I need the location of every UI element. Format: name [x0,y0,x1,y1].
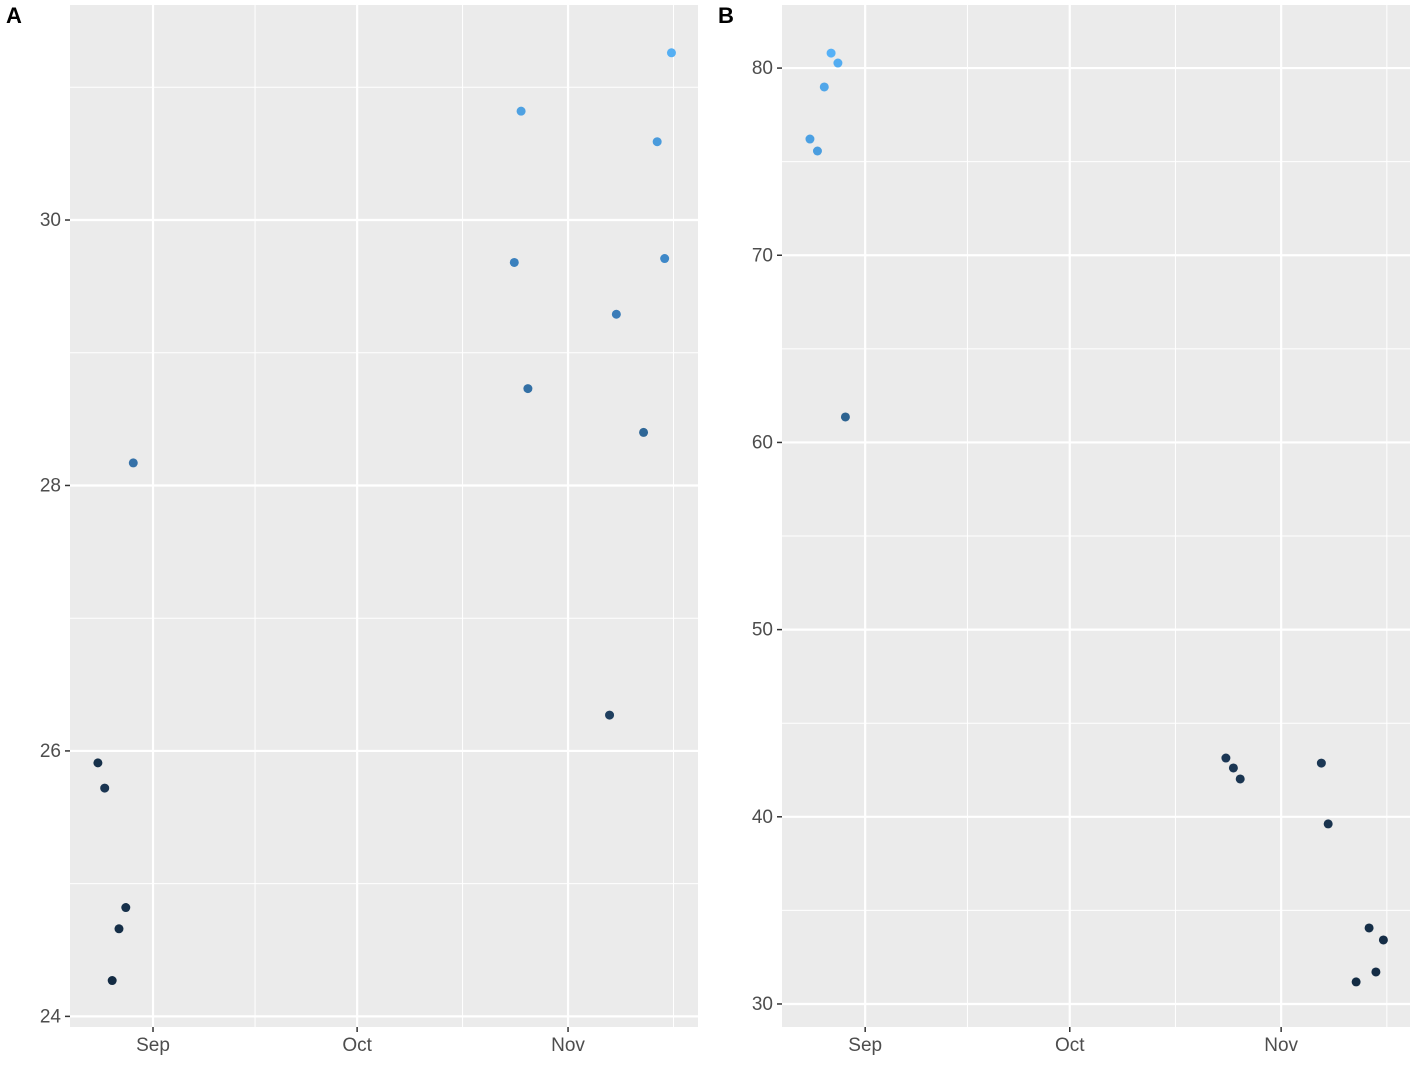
y-tick-label: 80 [752,58,773,79]
point [812,146,822,156]
plot-background [782,5,1410,1027]
point [639,427,649,437]
panel-label: B [718,3,734,28]
point [605,710,615,720]
y-tick-label: 70 [752,245,773,266]
point [1378,935,1388,945]
x-tick-label: Nov [1264,1035,1298,1056]
y-tick-label: 30 [40,210,61,231]
y-tick-label: 30 [752,994,773,1015]
point [1221,753,1231,763]
point [100,783,110,793]
point [611,309,621,319]
x-tick-label: Oct [1055,1035,1085,1056]
y-tick-label: 24 [40,1006,62,1027]
point [121,903,131,913]
point [128,458,138,468]
point [1316,758,1326,768]
x-tick-label: Sep [136,1035,170,1056]
point [509,257,519,267]
point [819,82,829,92]
point [1323,819,1333,829]
point [1351,977,1361,987]
point [93,758,103,768]
point [1364,923,1374,933]
plot-background [70,5,698,1027]
x-tick-label: Oct [342,1035,372,1056]
point [666,48,676,58]
y-tick-label: 26 [40,741,61,762]
point [833,58,843,68]
panel-label: A [6,3,22,28]
point [516,106,526,116]
x-tick-label: Nov [551,1035,585,1056]
y-tick-label: 60 [752,432,773,453]
point [1228,763,1238,773]
point [1235,774,1245,784]
x-tick-label: Sep [848,1035,882,1056]
point [523,384,533,394]
y-tick-label: 40 [752,807,773,828]
point [1371,967,1381,977]
point [840,412,850,422]
point [107,976,117,986]
point [805,134,815,144]
point [826,48,836,58]
point [652,137,662,147]
point [114,924,124,934]
point [660,254,670,264]
y-tick-label: 50 [752,620,773,641]
y-tick-label: 28 [40,475,61,496]
